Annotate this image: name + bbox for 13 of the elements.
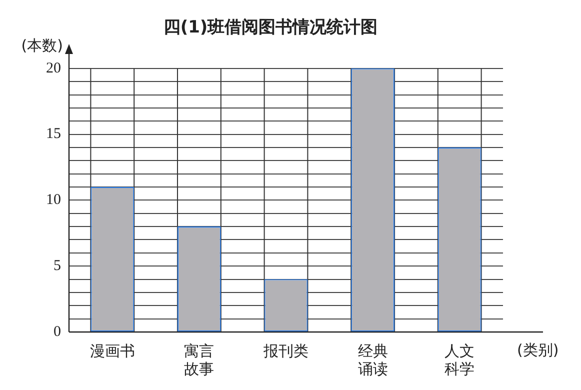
x-tick-label: 漫画书 [90,342,135,360]
y-tick-label: 10 [46,192,61,208]
chart-title: 四(1)班借阅图书情况统计图 [163,18,378,38]
x-tick-label: 人文科学 [444,342,475,378]
y-tick-label: 5 [54,258,61,274]
y-tick-label: 15 [46,126,61,142]
x-axis-title: (类别) [517,340,559,359]
y-tick-label: 20 [46,60,61,76]
y-tick-label: 0 [54,324,61,340]
x-tick-label: 寓言故事 [184,342,214,378]
y-axis-title: (本数) [21,36,63,54]
x-tick-label: 报刊类 [262,342,308,360]
x-tick-label: 经典诵读 [358,342,388,378]
